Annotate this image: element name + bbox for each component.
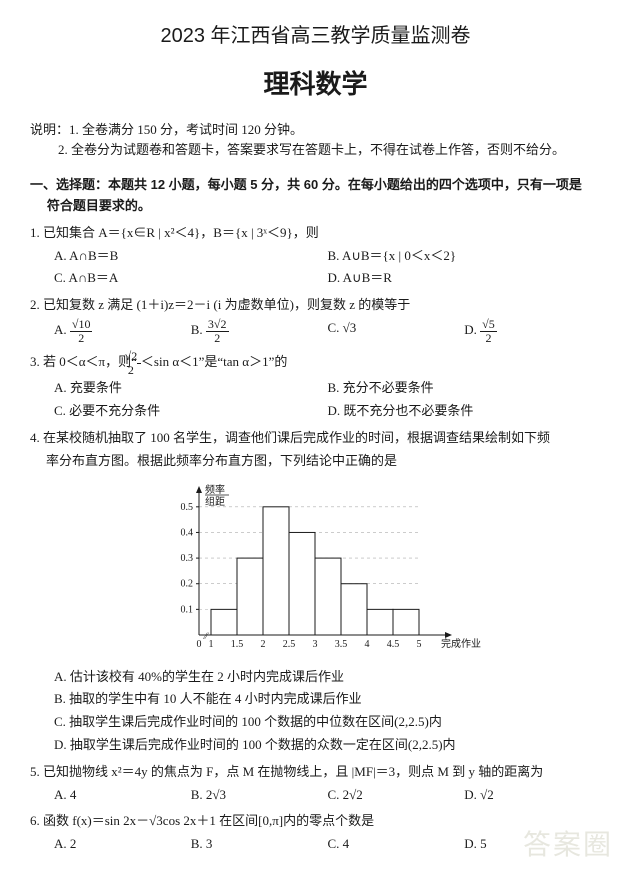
svg-text:0.2: 0.2: [180, 578, 193, 589]
svg-text:4: 4: [364, 639, 369, 650]
q1-opt-c: C. A∩B＝A: [54, 268, 328, 289]
svg-text:0.4: 0.4: [180, 527, 193, 538]
subject-title: 理科数学: [30, 64, 601, 106]
question-6: 6. 函数 f(x)＝sin 2x－√3cos 2x＋1 在区间[0,π]内的零…: [30, 811, 601, 832]
svg-text:5: 5: [416, 639, 421, 650]
q6-opt-d: D. 5: [464, 834, 601, 855]
svg-text:0.5: 0.5: [180, 501, 193, 512]
svg-text:3: 3: [312, 639, 317, 650]
main-title: 2023 年江西省高三教学质量监测卷: [30, 20, 601, 52]
instruction-2: 2. 全卷分为试题卷和答题卡，答案要求写在答题卡上，不得在试卷上作答，否则不给分…: [30, 140, 601, 161]
q5-opt-b: B. 2√3: [191, 785, 328, 806]
section-1-title: 一、选择题：本题共 12 小题，每小题 5 分，共 60 分。在每小题给出的四个…: [30, 175, 601, 217]
svg-text:0: 0: [196, 639, 201, 650]
svg-text:1: 1: [208, 639, 213, 650]
svg-text:频率: 频率: [205, 483, 225, 496]
q5-opt-a: A. 4: [54, 785, 191, 806]
q2-opt-d: D. √52: [464, 318, 601, 344]
q6-opt-b: B. 3: [191, 834, 328, 855]
q2-opt-a: A. √102: [54, 318, 191, 344]
q4-opt-c: C. 抽取学生课后完成作业时间的 100 个数据的中位数在区间(2,2.5)内: [30, 712, 601, 733]
svg-text:1.5: 1.5: [230, 639, 243, 650]
q3-opt-d: D. 既不充分也不必要条件: [328, 401, 602, 422]
q2-opt-b: B. 3√22: [191, 318, 328, 344]
svg-text:2.5: 2.5: [282, 639, 295, 650]
svg-text:0.1: 0.1: [180, 604, 193, 615]
instruction-1: 1. 全卷满分 150 分，考试时间 120 分钟。: [69, 122, 303, 137]
instructions-label: 说明：: [30, 122, 69, 137]
q5-opt-d: D. √2: [464, 785, 601, 806]
q3-options-row2: C. 必要不充分条件 D. 既不充分也不必要条件: [30, 401, 601, 422]
svg-text:完成作业时间/时: 完成作业时间/时: [441, 637, 481, 650]
question-2: 2. 已知复数 z 满足 (1＋i)z＝2－i (i 为虚数单位)，则复数 z …: [30, 295, 601, 316]
svg-text:4.5: 4.5: [386, 639, 399, 650]
question-3: 3. 若 0＜α＜π，则“√22＜sin α＜1”是“tan α＞1”的: [30, 350, 601, 376]
question-1: 1. 已知集合 A＝{x∈R | x²＜4}，B＝{x | 3ˣ＜9}，则: [30, 223, 601, 244]
q3-options-row1: A. 充要条件 B. 充分不必要条件: [30, 378, 601, 399]
q4-histogram: 0.10.20.30.40.5频率组距0⁄⁄11.522.533.544.55完…: [30, 482, 601, 657]
q4-opt-a: A. 估计该校有 40%的学生在 2 小时内完成课后作业: [30, 667, 601, 688]
q4-opt-b: B. 抽取的学生中有 10 人不能在 4 小时内完成课后作业: [30, 689, 601, 710]
q6-opt-c: C. 4: [328, 834, 465, 855]
q4-opt-d: D. 抽取学生课后完成作业时间的 100 个数据的众数一定在区间(2,2.5)内: [30, 735, 601, 756]
q6-options: A. 2 B. 3 C. 4 D. 5: [30, 834, 601, 855]
q2-opt-c: C. √3: [328, 318, 465, 344]
svg-text:0.3: 0.3: [180, 553, 193, 564]
question-5: 5. 已知抛物线 x²＝4y 的焦点为 F，点 M 在抛物线上，且 |MF|＝3…: [30, 762, 601, 783]
q3-opt-b: B. 充分不必要条件: [328, 378, 602, 399]
svg-text:组距: 组距: [205, 495, 225, 508]
q6-opt-a: A. 2: [54, 834, 191, 855]
q1-opt-b: B. A∪B＝{x | 0＜x＜2}: [328, 246, 602, 267]
q1-opt-d: D. A∪B＝R: [328, 268, 602, 289]
q3-opt-a: A. 充要条件: [54, 378, 328, 399]
q5-options: A. 4 B. 2√3 C. 2√2 D. √2: [30, 785, 601, 806]
q1-opt-a: A. A∩B＝B: [54, 246, 328, 267]
q5-opt-c: C. 2√2: [328, 785, 465, 806]
question-4-line2: 率分布直方图。根据此频率分布直方图，下列结论中正确的是: [30, 451, 601, 472]
q1-options-row1: A. A∩B＝B B. A∪B＝{x | 0＜x＜2}: [30, 246, 601, 267]
q3-opt-c: C. 必要不充分条件: [54, 401, 328, 422]
q1-options-row2: C. A∩B＝A D. A∪B＝R: [30, 268, 601, 289]
instructions-block: 说明：1. 全卷满分 150 分，考试时间 120 分钟。 2. 全卷分为试题卷…: [30, 120, 601, 162]
svg-text:2: 2: [260, 639, 265, 650]
q2-options: A. √102 B. 3√22 C. √3 D. √52: [30, 318, 601, 344]
question-4-line1: 4. 在某校随机抽取了 100 名学生，调查他们课后完成作业的时间，根据调查结果…: [30, 428, 601, 449]
svg-text:3.5: 3.5: [334, 639, 347, 650]
